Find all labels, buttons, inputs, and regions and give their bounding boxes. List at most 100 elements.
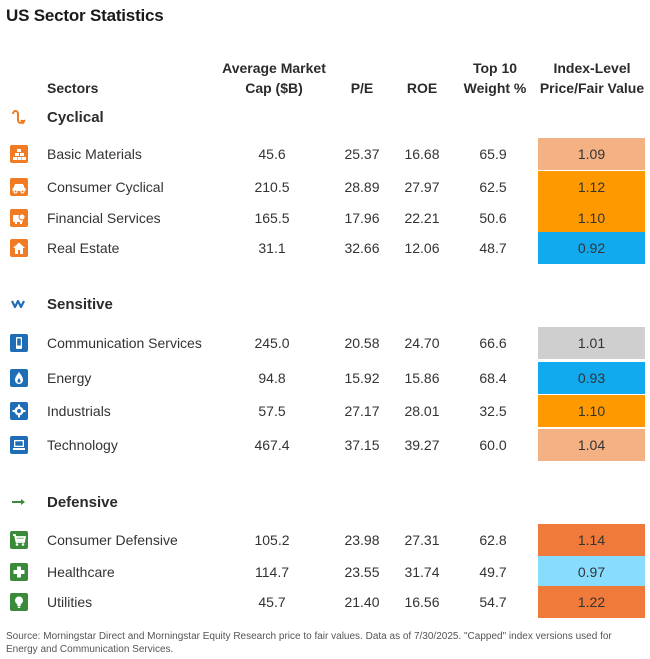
communication-services-icon — [10, 334, 28, 352]
table-row: Communication Services 245.0 20.58 24.70… — [0, 327, 650, 359]
healthcare-icon — [10, 563, 28, 581]
price-fair-value-cell: 0.92 — [538, 232, 645, 264]
price-fair-value-cell: 1.10 — [538, 395, 645, 427]
header-roe: ROE — [406, 80, 438, 96]
weight-value: 50.6 — [479, 210, 507, 226]
group-title-cyclical: Cyclical — [47, 109, 104, 126]
market-cap-value: 45.6 — [258, 146, 286, 162]
table-row: Healthcare 114.7 23.55 31.74 49.7 0.97 — [0, 556, 650, 588]
roe-value: 15.86 — [404, 370, 440, 386]
roe-value: 24.70 — [404, 335, 440, 351]
market-cap-value: 31.1 — [258, 240, 286, 256]
weight-value: 54.7 — [479, 594, 507, 610]
table-row: Financial Services 165.5 17.96 22.21 50.… — [0, 202, 650, 234]
sector-name: Energy — [47, 370, 92, 386]
market-cap-value: 57.5 — [258, 403, 286, 419]
roe-value: 22.21 — [404, 210, 440, 226]
table-row: Industrials 57.5 27.17 28.01 32.5 1.10 — [0, 395, 650, 427]
roe-value: 16.68 — [404, 146, 440, 162]
roe-value: 27.97 — [404, 179, 440, 195]
real-estate-icon — [10, 239, 28, 257]
pe-value: 23.98 — [344, 532, 380, 548]
header-weight-line1: Top 10 — [472, 60, 518, 76]
header-pfv-line1: Index-Level — [553, 60, 631, 76]
sensitive-icon — [11, 299, 25, 309]
header-market-cap: Average Market Cap ($B) — [212, 58, 336, 98]
price-fair-value-cell: 0.93 — [538, 362, 645, 394]
group-title-defensive: Defensive — [47, 494, 118, 511]
energy-icon — [10, 369, 28, 387]
consumer-cyclical-icon — [10, 178, 28, 196]
sector-name: Consumer Defensive — [47, 532, 178, 548]
weight-value: 48.7 — [479, 240, 507, 256]
header-weight: Top 10 Weight % — [458, 58, 532, 98]
roe-value: 27.31 — [404, 532, 440, 548]
pe-value: 32.66 — [344, 240, 380, 256]
sector-name: Utilities — [47, 594, 93, 610]
market-cap-value: 94.8 — [258, 370, 286, 386]
market-cap-value: 245.0 — [254, 335, 290, 351]
sector-name: Real Estate — [47, 240, 120, 256]
header-market-cap-line1: Average Market — [222, 60, 326, 76]
roe-value: 16.56 — [404, 594, 440, 610]
price-fair-value-cell: 1.09 — [538, 138, 645, 170]
price-fair-value-cell: 1.01 — [538, 327, 645, 359]
consumer-defensive-icon — [10, 531, 28, 549]
weight-value: 68.4 — [479, 370, 507, 386]
pe-value: 37.15 — [344, 437, 380, 453]
pe-value: 28.89 — [344, 179, 380, 195]
header-pfv-line2: Price/Fair Value — [539, 80, 645, 96]
sector-name: Healthcare — [47, 564, 115, 580]
price-fair-value-cell: 1.14 — [538, 524, 645, 556]
page-title: US Sector Statistics — [6, 6, 164, 25]
table-row: Utilities 45.7 21.40 16.56 54.7 1.22 — [0, 586, 650, 618]
header-sectors: Sectors — [47, 80, 99, 96]
weight-value: 65.9 — [479, 146, 507, 162]
pe-value: 21.40 — [344, 594, 380, 610]
pe-value: 15.92 — [344, 370, 380, 386]
industrials-icon — [10, 402, 28, 420]
header-pe: P/E — [350, 80, 374, 96]
table-row: Consumer Defensive 105.2 23.98 27.31 62.… — [0, 524, 650, 556]
pe-value: 23.55 — [344, 564, 380, 580]
price-fair-value-cell: 0.97 — [538, 556, 645, 588]
weight-value: 62.8 — [479, 532, 507, 548]
roe-value: 28.01 — [404, 403, 440, 419]
weight-value: 60.0 — [479, 437, 507, 453]
defensive-icon — [12, 499, 25, 505]
basic-materials-icon — [10, 145, 28, 163]
price-fair-value-cell: 1.22 — [538, 586, 645, 618]
utilities-icon — [10, 593, 28, 611]
header-market-cap-line2: Cap ($B) — [245, 80, 303, 96]
roe-value: 39.27 — [404, 437, 440, 453]
market-cap-value: 105.2 — [254, 532, 290, 548]
weight-value: 49.7 — [479, 564, 507, 580]
weight-value: 32.5 — [479, 403, 507, 419]
table-row: Basic Materials 45.6 25.37 16.68 65.9 1.… — [0, 138, 650, 170]
pe-value: 17.96 — [344, 210, 380, 226]
market-cap-value: 467.4 — [254, 437, 290, 453]
header-price-fair-value: Index-Level Price/Fair Value — [535, 58, 649, 98]
roe-value: 31.74 — [404, 564, 440, 580]
sector-name: Basic Materials — [47, 146, 142, 162]
market-cap-value: 165.5 — [254, 210, 290, 226]
pe-value: 27.17 — [344, 403, 380, 419]
sector-name: Consumer Cyclical — [47, 179, 164, 195]
market-cap-value: 210.5 — [254, 179, 290, 195]
table-row: Energy 94.8 15.92 15.86 68.4 0.93 — [0, 362, 650, 394]
market-cap-value: 114.7 — [255, 564, 289, 580]
group-title-sensitive: Sensitive — [47, 296, 113, 313]
market-cap-value: 45.7 — [258, 594, 286, 610]
source-note: Source: Morningstar Direct and Morningst… — [6, 631, 612, 655]
table-row: Technology 467.4 37.15 39.27 60.0 1.04 — [0, 429, 650, 461]
header-weight-line2: Weight % — [463, 80, 527, 96]
sector-name: Technology — [47, 437, 118, 453]
weight-value: 62.5 — [479, 179, 507, 195]
price-fair-value-cell: 1.12 — [538, 171, 645, 203]
pe-value: 20.58 — [344, 335, 380, 351]
cyclical-icon — [12, 110, 26, 125]
price-fair-value-cell: 1.04 — [538, 429, 645, 461]
table-row: Real Estate 31.1 32.66 12.06 48.7 0.92 — [0, 232, 650, 264]
pe-value: 25.37 — [344, 146, 380, 162]
weight-value: 66.6 — [479, 335, 507, 351]
